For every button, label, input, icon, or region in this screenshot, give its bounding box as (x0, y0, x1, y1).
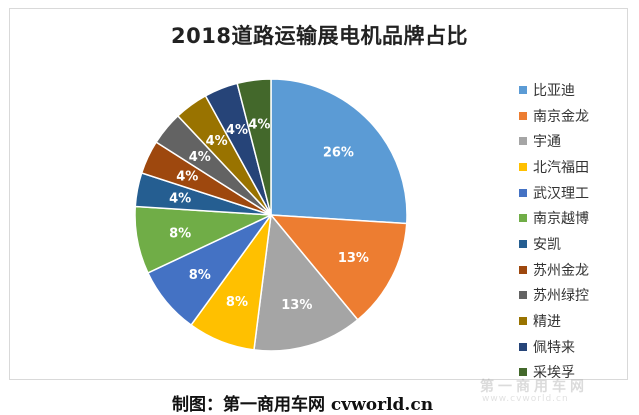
legend-label: 南京金龙 (533, 108, 589, 125)
legend-swatch (519, 342, 527, 351)
legend-label: 采埃孚 (533, 365, 575, 382)
legend-swatch (519, 214, 527, 223)
legend-item-1: 比亚迪 (519, 77, 589, 103)
legend-label: 南京越博 (533, 211, 589, 228)
chart-title: 2018道路运输展电机品牌占比 (171, 24, 468, 48)
legend-label: 北汽福田 (533, 159, 589, 176)
legend-item-12: 采埃孚 (519, 360, 589, 386)
watermark-sub: www.cvworld.cn (482, 394, 569, 404)
slice-label-8: 4% (176, 170, 198, 185)
pie-slice-12 (236, 78, 272, 216)
legend-swatch (519, 317, 527, 326)
legend-item-6: 南京越博 (519, 205, 589, 231)
pie-chart: 26%13%13%8%8%8%4%4%4%4%4% 4% (134, 78, 408, 352)
legend-swatch (519, 137, 527, 146)
legend-swatch (519, 111, 527, 120)
chart-frame: 2018道路运输展电机品牌占比 26% 13% 13% 8% 8% 8% 4% 4% 4% 4% 4… (9, 8, 628, 381)
legend-label: 苏州绿控 (533, 288, 589, 305)
legend-swatch (519, 368, 527, 377)
slice-label-4: 8% (226, 295, 248, 310)
credit-text: 制图：第一商用车网 cvworld.cn (172, 395, 434, 415)
legend-item-10: 精进 (519, 308, 589, 334)
legend-item-5: 武汉理工 (519, 180, 589, 206)
legend-item-11: 佩特来 (519, 334, 589, 360)
legend-swatch (519, 85, 527, 94)
legend-label: 武汉理工 (533, 185, 589, 202)
legend: 比亚迪南京金龙宇通北汽福田武汉理工南京越博安凯苏州金龙苏州绿控精进佩特来采埃孚 (519, 77, 589, 385)
slice-label-2: 13% (338, 251, 369, 266)
slice-label-11: 4% (226, 123, 248, 138)
legend-label: 安凯 (533, 236, 561, 253)
slice-label-12: 4% (248, 117, 270, 132)
legend-item-2: 南京金龙 (519, 103, 589, 129)
watermark-text: 第一商用车网 (480, 379, 588, 395)
slice-label-7: 4% (169, 192, 191, 207)
pie-slice-3 (253, 213, 359, 352)
slice-label-9: 4% (189, 150, 211, 165)
legend-swatch (519, 162, 527, 171)
legend-label: 比亚迪 (533, 82, 575, 99)
legend-label: 精进 (533, 314, 561, 331)
slice-label-6: 8% (169, 226, 191, 241)
legend-item-8: 苏州金龙 (519, 257, 589, 283)
legend-label: 苏州金龙 (533, 262, 589, 279)
legend-swatch (519, 188, 527, 197)
legend-item-4: 北汽福田 (519, 154, 589, 180)
slice-label-3: 13% (281, 298, 312, 313)
pie-slice-2 (269, 214, 408, 321)
slice-label-10: 4% (206, 134, 228, 149)
legend-item-7: 安凯 (519, 231, 589, 257)
legend-label: 佩特来 (533, 339, 575, 356)
legend-label: 宇通 (533, 134, 561, 151)
legend-swatch (519, 291, 527, 300)
watermark-logo: 第一商用车网 www.cvworld.cn (470, 372, 636, 412)
pie-slice-1 (270, 78, 408, 225)
legend-item-3: 宇通 (519, 128, 589, 154)
slice-label-5: 8% (189, 268, 211, 283)
legend-item-9: 苏州绿控 (519, 283, 589, 309)
legend-swatch (519, 239, 527, 248)
slice-label-1: 26% (323, 146, 354, 161)
legend-swatch (519, 265, 527, 274)
